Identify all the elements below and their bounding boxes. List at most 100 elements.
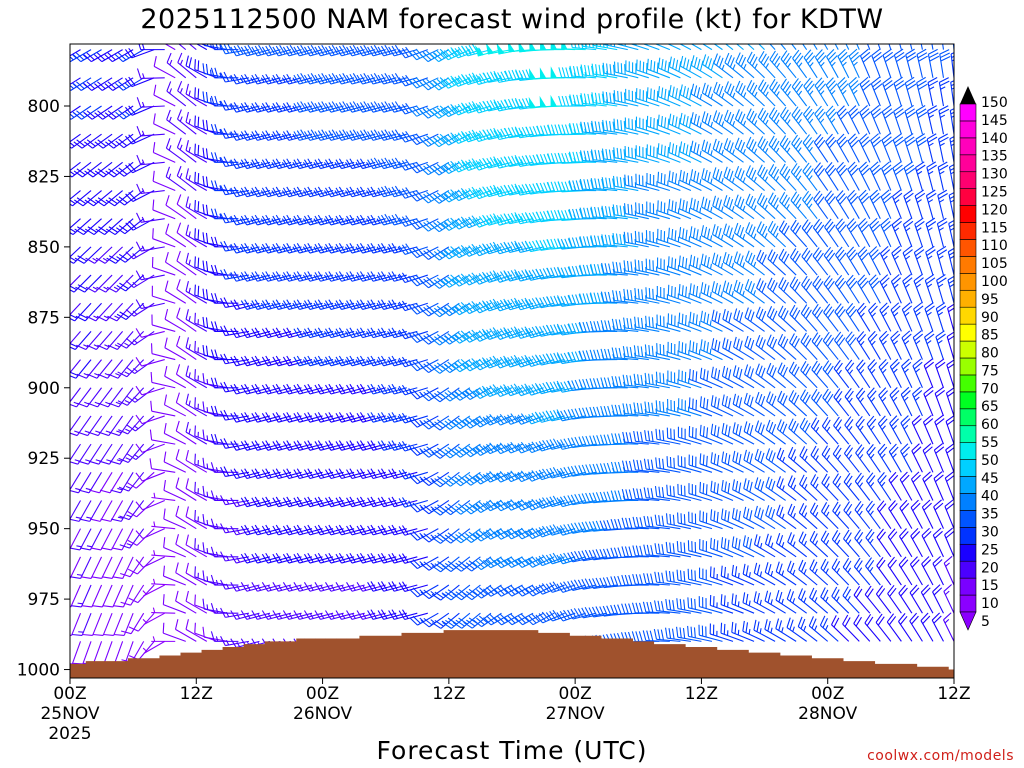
wind-barb bbox=[240, 552, 271, 564]
barb-shaft bbox=[81, 612, 92, 636]
barb-flag bbox=[45, 140, 53, 146]
barb-flag bbox=[59, 548, 69, 550]
barb-shaft bbox=[257, 161, 281, 170]
wind-barb bbox=[120, 612, 145, 635]
barb-shaft bbox=[71, 641, 82, 665]
barb-flag bbox=[116, 313, 127, 321]
wind-barb bbox=[251, 186, 281, 198]
barb-flag bbox=[126, 453, 137, 461]
barb-half-flag bbox=[141, 245, 146, 251]
barb-flag bbox=[275, 158, 283, 168]
barb-shaft bbox=[185, 403, 208, 417]
barb-flag bbox=[230, 441, 237, 451]
barb-half-flag bbox=[225, 611, 230, 617]
barb-flag bbox=[125, 193, 134, 202]
barb-shaft bbox=[70, 585, 71, 587]
barb-flag bbox=[105, 199, 115, 207]
barb-half-flag bbox=[124, 371, 130, 375]
wind-barb bbox=[251, 102, 281, 113]
barb-flag bbox=[70, 375, 77, 379]
barb-half-flag bbox=[292, 77, 297, 83]
wind-barb bbox=[103, 612, 124, 637]
wind-barb bbox=[162, 594, 186, 614]
wind-barb bbox=[176, 194, 197, 220]
wind-barb bbox=[230, 497, 260, 508]
wind-barb bbox=[78, 472, 103, 494]
barb-flag bbox=[536, 125, 542, 136]
barb-flag bbox=[547, 181, 552, 193]
barb-shaft bbox=[81, 133, 102, 149]
barb-flag bbox=[175, 477, 180, 488]
barb-shaft bbox=[185, 318, 208, 332]
barb-shaft bbox=[461, 584, 481, 601]
barb-half-flag bbox=[125, 111, 130, 116]
barb-shaft bbox=[246, 415, 271, 423]
barb-flag bbox=[128, 597, 139, 604]
barb-flag bbox=[97, 110, 106, 118]
barb-shaft bbox=[118, 415, 134, 436]
wind-barb bbox=[272, 383, 302, 395]
barb-flag bbox=[244, 299, 251, 309]
barb-half-flag bbox=[229, 132, 233, 138]
barb-flag bbox=[202, 175, 205, 187]
barb-flag bbox=[105, 228, 116, 236]
barb-shaft bbox=[89, 528, 103, 551]
barb-shaft bbox=[267, 556, 292, 564]
wind-barb bbox=[119, 528, 145, 549]
barb-flag bbox=[557, 124, 563, 135]
barb-flag bbox=[163, 508, 166, 520]
barb-flag bbox=[44, 287, 53, 292]
barb-shaft bbox=[165, 233, 187, 248]
wind-barb bbox=[240, 214, 271, 226]
barb-half-flag bbox=[152, 607, 156, 613]
barb-half-flag bbox=[225, 583, 230, 589]
barb-half-flag bbox=[52, 374, 57, 376]
barb-flag bbox=[71, 633, 83, 637]
barb-half-flag bbox=[188, 118, 191, 125]
wind-barb bbox=[176, 335, 197, 361]
wind-barb bbox=[118, 415, 145, 435]
barb-flag bbox=[275, 383, 283, 394]
barb-half-flag bbox=[206, 519, 209, 526]
wind-barb bbox=[185, 55, 208, 79]
barb-shaft bbox=[267, 133, 292, 141]
barb-flag bbox=[115, 140, 125, 149]
barb-shaft bbox=[288, 302, 313, 310]
barb-flag bbox=[261, 469, 269, 479]
barb-shaft bbox=[163, 461, 187, 473]
barb-flag bbox=[205, 232, 209, 244]
barb-flag bbox=[254, 243, 262, 253]
barb-flag bbox=[233, 73, 241, 84]
barb-flag bbox=[254, 524, 262, 535]
barb-flag bbox=[95, 199, 105, 207]
barb-flag bbox=[76, 344, 87, 351]
barb-shaft bbox=[101, 77, 123, 91]
barb-half-flag bbox=[281, 246, 286, 252]
wind-barb bbox=[251, 44, 281, 57]
barb-flag bbox=[279, 44, 286, 55]
barb-half-flag bbox=[83, 373, 89, 377]
barb-flag bbox=[76, 197, 87, 205]
wind-barb bbox=[70, 190, 81, 200]
barb-flag bbox=[275, 299, 283, 309]
barb-flag bbox=[275, 102, 283, 112]
wind-barb bbox=[70, 359, 81, 374]
barb-flag bbox=[152, 170, 155, 182]
wind-barb bbox=[166, 81, 187, 107]
barb-flag bbox=[275, 468, 283, 478]
barb-flag bbox=[70, 342, 78, 348]
barb-flag bbox=[202, 204, 205, 215]
wind-barb bbox=[240, 327, 271, 339]
barb-shaft bbox=[288, 359, 313, 367]
barb-flag bbox=[75, 315, 86, 322]
barb-shaft bbox=[70, 556, 82, 579]
barb-shaft bbox=[152, 209, 176, 220]
wind-barb bbox=[202, 373, 228, 389]
barb-flag bbox=[251, 328, 258, 338]
wind-barb bbox=[117, 359, 145, 378]
barb-shaft bbox=[440, 528, 460, 544]
barb-flag bbox=[240, 497, 248, 507]
barb-flag bbox=[202, 429, 205, 441]
wind-barb bbox=[210, 490, 239, 502]
barb-flag bbox=[254, 440, 262, 450]
